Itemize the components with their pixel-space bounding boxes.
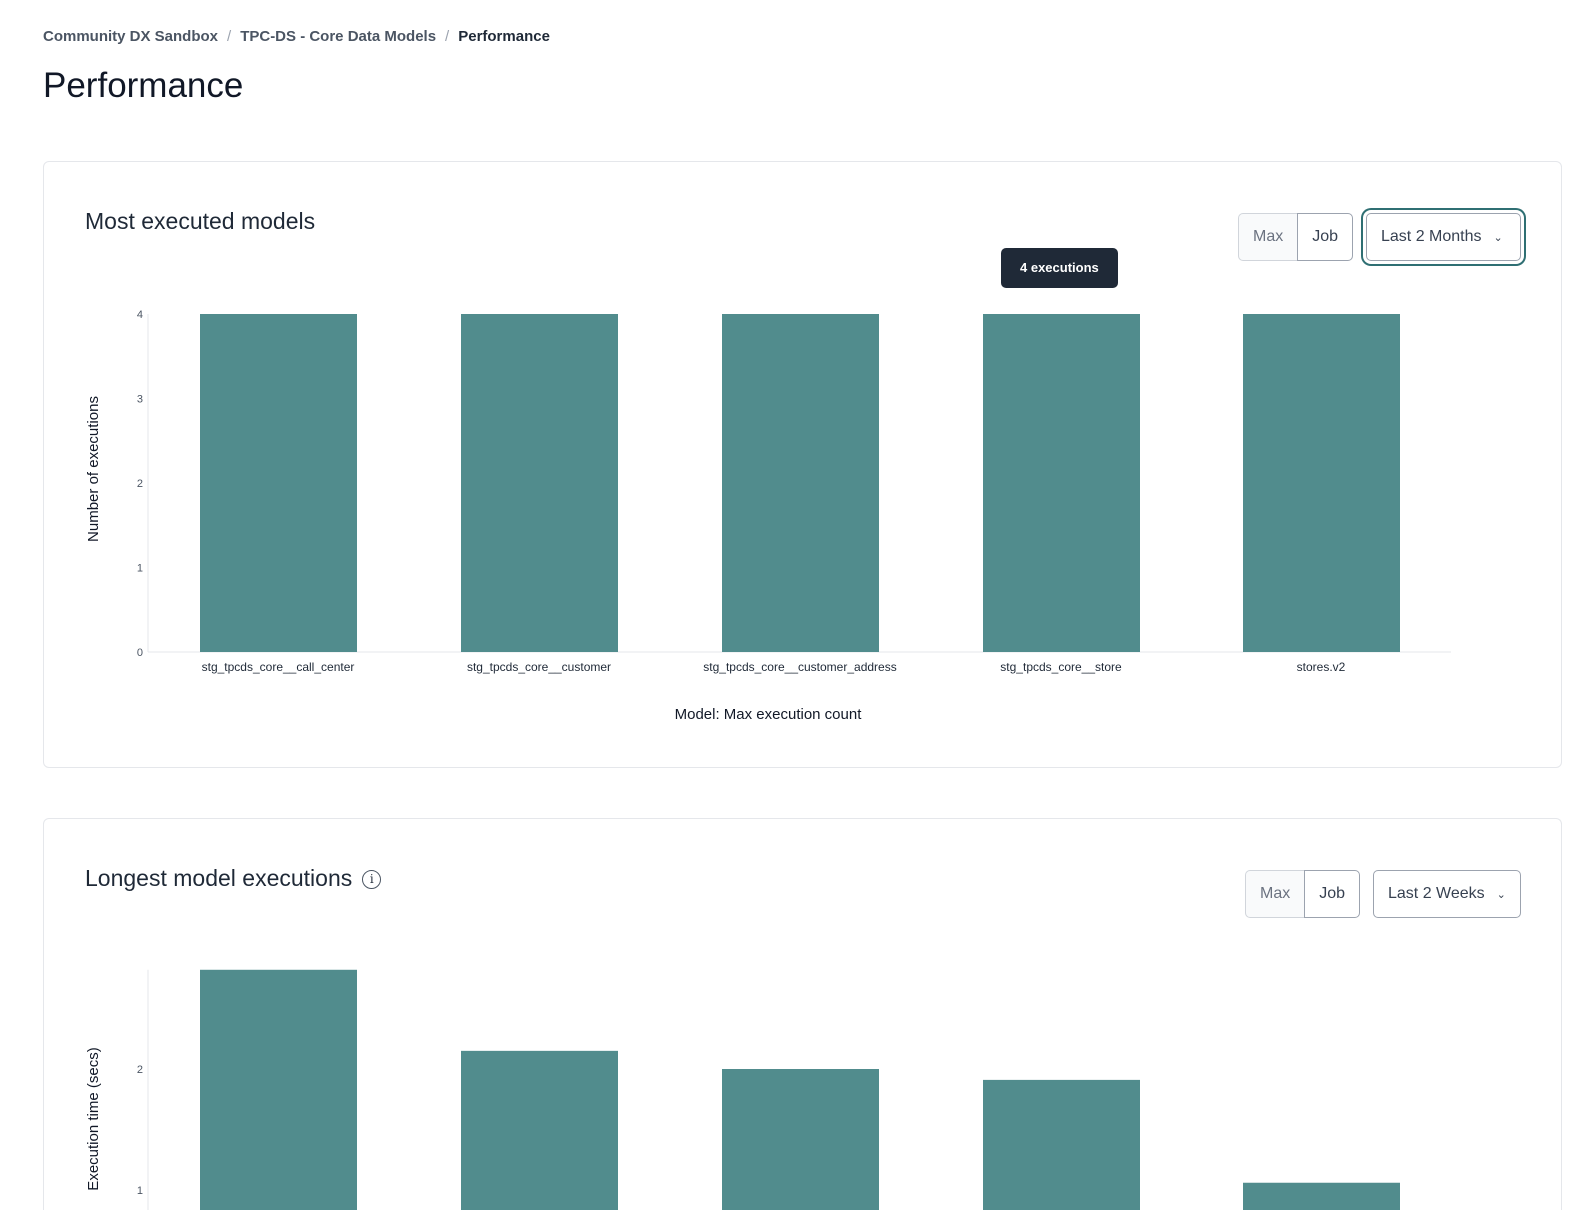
y-axis-label: Execution time (secs) (85, 1047, 102, 1190)
y-tick-label: 2 (137, 478, 143, 490)
x-tick-label: stg_tpcds_core__call_center (202, 660, 355, 674)
x-tick-label: stg_tpcds_core__customer_address (703, 660, 896, 674)
max-toggle-button[interactable]: Max (1245, 870, 1305, 918)
chevron-down-icon: ⌄ (1493, 231, 1503, 244)
metric-toggle: Max Job (1245, 870, 1361, 918)
y-tick-label: 3 (137, 394, 143, 406)
executions-bar-chart: 0 1 2 3 4 stg_tpcds_core__call_center stg_tpcd… (85, 309, 1451, 723)
job-toggle-button[interactable]: Job (1297, 213, 1354, 261)
x-tick-label: stg_tpcds_core__store (1000, 660, 1122, 674)
job-toggle-button[interactable]: Job (1304, 870, 1361, 918)
time-range-value: Last 2 Weeks (1388, 885, 1485, 902)
time-range-value: Last 2 Months (1381, 228, 1482, 245)
time-range-dropdown[interactable]: Last 2 Weeks ⌄ (1373, 870, 1521, 918)
chevron-down-icon: ⌄ (1496, 888, 1506, 901)
max-toggle-button[interactable]: Max (1238, 213, 1298, 261)
x-tick-label: stores.v2 (1297, 660, 1346, 674)
y-tick-label: 1 (137, 563, 143, 575)
breadcrumb-link-environment[interactable]: TPC-DS - Core Data Models (240, 28, 437, 45)
bar (983, 314, 1140, 652)
breadcrumb-separator: / (227, 28, 232, 45)
bar (1243, 1182, 1400, 1210)
time-range-dropdown[interactable]: Last 2 Months ⌄ (1366, 213, 1521, 261)
breadcrumb-link-project[interactable]: Community DX Sandbox (43, 28, 219, 45)
bar (722, 1069, 879, 1210)
bar (722, 314, 879, 652)
y-tick-label: 1 (137, 1185, 143, 1197)
y-axis-label: Number of executions (85, 396, 102, 542)
bar (983, 1079, 1140, 1210)
x-tick-label: stg_tpcds_core__customer (467, 660, 611, 674)
breadcrumb: Community DX Sandbox / TPC-DS - Core Data … (43, 28, 550, 45)
info-icon[interactable]: i (362, 870, 382, 889)
breadcrumb-current: Performance (458, 28, 550, 45)
bar (461, 314, 618, 652)
x-axis-label: Model: Max execution count (675, 706, 863, 723)
bar (200, 314, 357, 652)
y-tick-label: 4 (137, 309, 143, 321)
card-title-text: Longest model executions (85, 865, 353, 891)
bar (1243, 314, 1400, 652)
execution-time-bar-chart: 1 2 Execution time (secs) (85, 969, 1400, 1210)
breadcrumb-separator: / (445, 28, 450, 45)
most-executed-models-card: Most executed models Max Job Last 2 Mont… (43, 161, 1562, 768)
card-title: Longest model executions i (85, 865, 382, 892)
bar (461, 1050, 618, 1210)
page-title: Performance (43, 66, 244, 105)
bar-tooltip: 4 executions (1001, 248, 1118, 288)
card-title: Most executed models (85, 208, 316, 234)
longest-model-executions-card: Longest model executions i Max Job Last 2… (43, 818, 1562, 1210)
metric-toggle: Max Job (1238, 213, 1354, 261)
y-tick-label: 2 (137, 1064, 143, 1076)
bar (200, 969, 357, 1210)
y-tick-label: 0 (137, 647, 143, 659)
